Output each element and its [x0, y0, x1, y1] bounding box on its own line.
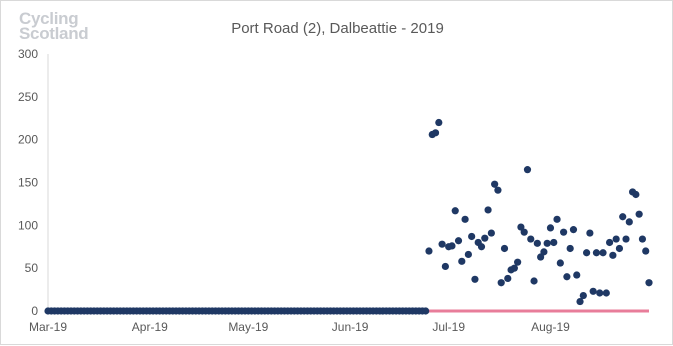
data-point	[605, 238, 614, 247]
data-point	[487, 229, 495, 237]
data-point	[527, 235, 535, 243]
data-point	[435, 118, 443, 127]
x-tick-label: Jun-19	[332, 320, 369, 334]
data-point	[438, 240, 446, 248]
data-point	[537, 253, 545, 261]
data-point	[422, 307, 430, 315]
data-point	[530, 277, 538, 285]
data-point	[635, 210, 643, 218]
data-point	[431, 129, 440, 137]
y-tick-label: 200	[18, 133, 38, 147]
data-point	[573, 271, 581, 279]
data-point	[484, 206, 492, 214]
data-point	[596, 289, 604, 297]
data-point	[454, 237, 463, 245]
data-point	[563, 273, 571, 281]
y-tick-label: 50	[25, 261, 39, 275]
data-point	[632, 190, 640, 199]
data-point	[451, 207, 459, 215]
data-point	[550, 238, 558, 247]
data-point	[461, 215, 469, 223]
data-point	[553, 215, 561, 223]
data-point	[441, 262, 449, 271]
data-point	[517, 223, 525, 231]
data-point	[425, 247, 433, 255]
data-point	[586, 229, 594, 237]
data-points	[44, 118, 653, 315]
data-point	[481, 234, 489, 242]
data-point	[458, 257, 466, 265]
x-tick-label: Aug-19	[531, 320, 570, 334]
data-point	[523, 166, 532, 174]
data-point	[514, 258, 522, 266]
y-tick-label: 300	[18, 47, 38, 61]
data-point	[560, 228, 568, 236]
y-tick-labels: 0 50 100 150 200 250 300	[18, 47, 38, 318]
data-point	[612, 235, 620, 243]
data-point	[468, 232, 476, 241]
logo-line-1: Cycling	[19, 9, 79, 28]
data-point	[504, 274, 512, 283]
x-tick-label: May-19	[228, 320, 268, 334]
data-point	[533, 239, 541, 247]
data-point	[642, 247, 650, 255]
data-point	[510, 264, 518, 272]
data-point	[494, 186, 502, 194]
data-point	[609, 251, 617, 259]
data-point	[543, 239, 551, 247]
data-point	[448, 242, 456, 250]
data-point	[491, 180, 499, 188]
x-tick-label: Mar-19	[29, 320, 67, 334]
data-point	[602, 289, 610, 297]
data-point	[592, 249, 601, 257]
logo-line-2: Scotland	[19, 24, 89, 43]
data-point	[540, 248, 548, 256]
data-point	[599, 249, 607, 257]
data-point	[520, 228, 528, 236]
data-point	[497, 279, 505, 287]
data-point	[569, 226, 578, 234]
y-tick-label: 0	[31, 304, 38, 318]
data-point	[500, 244, 509, 253]
data-point	[566, 244, 574, 253]
y-tick-label: 250	[18, 90, 38, 104]
data-point	[615, 244, 624, 253]
data-point	[546, 224, 555, 232]
data-point	[589, 287, 597, 295]
data-point	[471, 275, 479, 283]
data-point	[576, 297, 584, 306]
data-point	[464, 250, 472, 259]
data-point	[638, 235, 647, 243]
data-point	[477, 243, 486, 251]
x-tick-label: Jul-19	[432, 320, 465, 334]
y-tick-label: 100	[18, 218, 38, 232]
data-point	[556, 259, 564, 267]
data-point	[625, 218, 633, 226]
chart-title: Port Road (2), Dalbeattie - 2019	[231, 20, 444, 37]
data-point	[619, 213, 627, 221]
y-tick-label: 150	[18, 176, 38, 190]
cycling-scotland-logo: Cycling Scotland	[19, 9, 89, 43]
data-point	[583, 249, 591, 257]
x-tick-labels: Mar-19 Apr-19 May-19 Jun-19 Jul-19 Aug-19	[29, 320, 570, 334]
data-point	[645, 279, 653, 287]
data-point	[622, 235, 630, 243]
x-tick-label: Apr-19	[132, 320, 168, 334]
data-point	[579, 291, 587, 300]
